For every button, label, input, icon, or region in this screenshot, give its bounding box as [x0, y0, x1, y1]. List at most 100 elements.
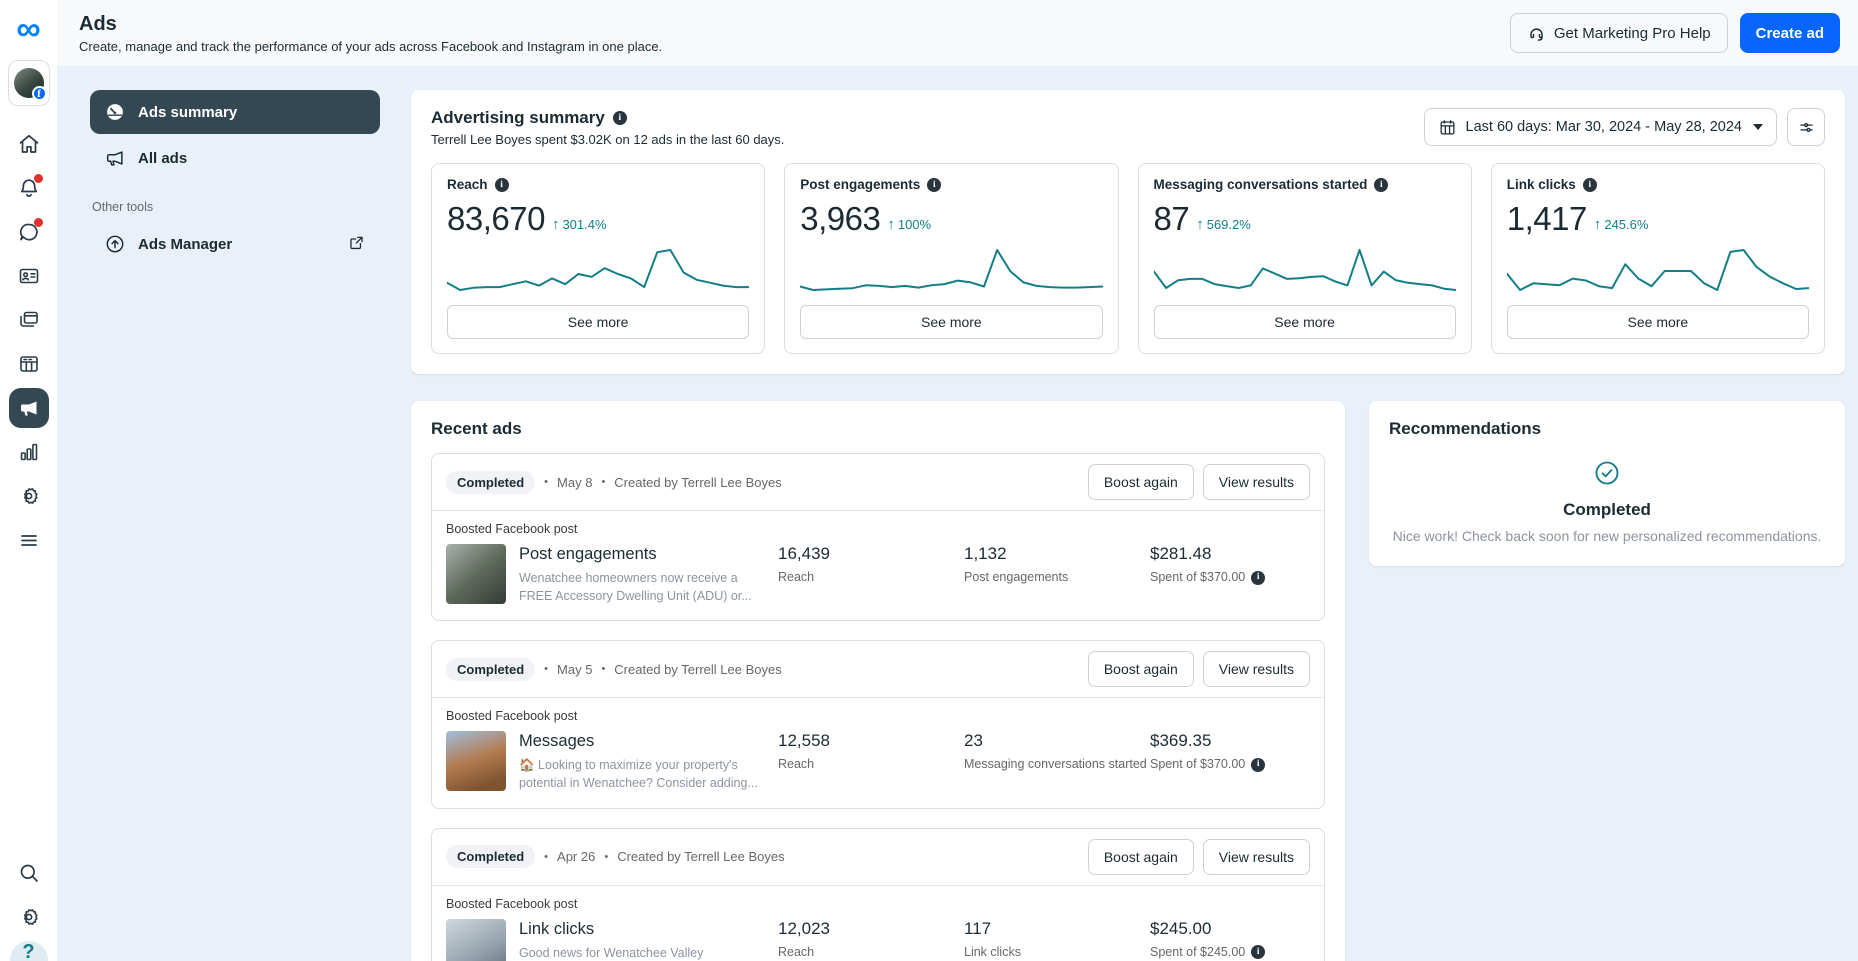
ad-goal[interactable]: Link clicks: [519, 919, 595, 938]
recent-ads-card: Recent ads Completed • May 8 • Created b…: [411, 401, 1345, 961]
see-more-button[interactable]: See more: [447, 305, 750, 339]
external-link-icon: [347, 233, 366, 256]
sidebar-item-label: Ads Manager: [138, 235, 233, 253]
ad-description: Good news for Wenatchee Valley homeowner…: [519, 945, 704, 960]
metric-change: ↑ 569.2%: [1196, 216, 1251, 233]
ad-stat: 1,132 Post engagements: [964, 544, 1069, 584]
preferences-gear-icon[interactable]: [9, 897, 49, 937]
page-title: Ads: [79, 12, 117, 35]
menu-hamburger-icon[interactable]: [9, 520, 49, 560]
boost-again-button[interactable]: Boost again: [1087, 651, 1194, 688]
notification-badge: [33, 174, 43, 183]
contacts-card-icon[interactable]: [9, 256, 49, 296]
help-question-icon[interactable]: ?: [9, 941, 48, 961]
date-range-selector[interactable]: Last 60 days: Mar 30, 2024 - May 28, 202…: [1423, 108, 1777, 146]
arrow-up-icon: ↑: [887, 216, 895, 233]
sidebar-item-ads-summary[interactable]: Ads summary: [90, 90, 380, 134]
check-circle-icon: [1595, 461, 1619, 485]
metric-label: Link clicks: [1506, 177, 1576, 192]
metric-card-reach: Reach 83,670 ↑301.4% See more: [431, 163, 766, 354]
see-more-button[interactable]: See more: [1506, 305, 1809, 339]
page-main: Advertising summary Terrell Lee Boyes sp…: [411, 90, 1845, 961]
create-ad-button[interactable]: Create ad: [1739, 13, 1840, 53]
metric-change: ↑ 245.6%: [1593, 216, 1649, 233]
view-results-button[interactable]: View results: [1202, 838, 1310, 875]
ads-megaphone-icon[interactable]: [8, 388, 49, 428]
messages-chat-icon[interactable]: [9, 212, 49, 252]
arrow-up-icon: ↑: [551, 216, 560, 233]
separator-dot: •: [601, 663, 606, 676]
catalog-icon[interactable]: [9, 344, 49, 384]
view-results-button[interactable]: View results: [1202, 651, 1310, 688]
metric-value: 3,963: [800, 200, 881, 237]
ad-goal[interactable]: Post engagements: [519, 545, 657, 563]
info-icon[interactable]: [1251, 758, 1266, 772]
posts-pages-icon[interactable]: [9, 300, 49, 340]
ad-entry: Completed • May 8 • Created by Terrell L…: [431, 453, 1325, 622]
date-range-label: Last 60 days: Mar 30, 2024 - May 28, 202…: [1465, 119, 1742, 135]
sparkline-chart: [447, 247, 749, 293]
ad-thumbnail: [446, 731, 506, 792]
sliders-icon: [1799, 122, 1813, 132]
metric-card-post-engagements: Post engagements 3,963 ↑100% See more: [784, 163, 1119, 354]
see-more-button[interactable]: See more: [1153, 305, 1456, 339]
ad-spend: $281.48 Spent of $370.00: [1150, 544, 1310, 587]
info-icon[interactable]: [494, 177, 509, 192]
ad-stat: 23 Messaging conversations started: [964, 731, 1147, 772]
ad-stat: 12,023 Reach: [778, 918, 830, 959]
metric-card-messaging-conversations: Messaging conversations started 87 ↑569.…: [1137, 163, 1472, 354]
page-subtitle: Create, manage and track the performance…: [79, 38, 663, 54]
metric-value: 87: [1153, 200, 1190, 237]
other-tools-label: Other tools: [92, 200, 154, 214]
boost-again-button[interactable]: Boost again: [1087, 838, 1194, 875]
ad-stat: 16,439 Reach: [778, 544, 830, 584]
meta-logo-icon[interactable]: ∞: [16, 10, 41, 48]
sidebar-item-label: All ads: [138, 149, 188, 167]
recommendations-card: Recommendations Completed Nice work! Che…: [1369, 401, 1845, 566]
info-icon[interactable]: [1374, 177, 1389, 192]
status-badge: Completed: [446, 657, 536, 681]
separator-dot: •: [544, 476, 549, 488]
see-more-button[interactable]: See more: [800, 305, 1103, 339]
metric-value: 1,417: [1506, 200, 1588, 237]
info-icon[interactable]: [927, 177, 942, 192]
ad-type-label: Boosted Facebook post: [446, 522, 578, 536]
help-button-label: Get Marketing Pro Help: [1553, 24, 1711, 42]
recommendations-message: Nice work! Check back soon for new perso…: [1392, 528, 1822, 544]
sidebar-item-ads-manager[interactable]: Ads Manager: [90, 222, 380, 266]
left-icon-rail: ∞ f: [0, 0, 57, 961]
ad-type-label: Boosted Facebook post: [446, 896, 578, 911]
recommendations-status: Completed: [1563, 500, 1651, 519]
sidebar-item-all-ads[interactable]: All ads: [90, 136, 380, 180]
metric-label: Messaging conversations started: [1153, 177, 1368, 192]
metric-label: Post engagements: [800, 177, 921, 192]
chevron-down-icon: [1753, 124, 1763, 130]
boost-again-button[interactable]: Boost again: [1087, 464, 1194, 500]
info-icon[interactable]: [1251, 570, 1266, 585]
search-icon[interactable]: [9, 853, 49, 893]
get-marketing-pro-help-button[interactable]: Get Marketing Pro Help: [1509, 13, 1728, 53]
ads-sidebar: Ads summary All ads Other tools Ads Mana…: [90, 90, 380, 961]
separator-dot: •: [604, 850, 609, 863]
business-avatar[interactable]: f: [7, 60, 50, 106]
metrics-adjust-button[interactable]: [1787, 108, 1825, 146]
info-icon[interactable]: [1582, 177, 1597, 192]
notifications-bell-icon[interactable]: [9, 168, 49, 208]
settings-gear-icon[interactable]: [9, 476, 49, 516]
info-icon[interactable]: [612, 111, 627, 125]
ad-goal[interactable]: Messages: [519, 732, 595, 751]
separator-dot: •: [544, 663, 549, 676]
view-results-button[interactable]: View results: [1202, 464, 1310, 500]
metric-change: ↑ 301.4%: [551, 216, 607, 233]
metric-change: ↑ 100%: [887, 216, 932, 233]
separator-dot: •: [601, 476, 606, 488]
ad-creator: Created by Terrell Lee Boyes: [617, 849, 785, 864]
advertising-summary-card: Advertising summary Terrell Lee Boyes sp…: [411, 90, 1845, 374]
messages-badge: [33, 218, 43, 227]
info-icon[interactable]: [1251, 945, 1266, 960]
insights-chart-icon[interactable]: [9, 432, 49, 472]
metric-value: 83,670: [447, 200, 545, 237]
home-icon[interactable]: [9, 124, 49, 164]
ad-type-label: Boosted Facebook post: [446, 709, 578, 724]
advertising-summary-title: Advertising summary: [431, 108, 784, 128]
